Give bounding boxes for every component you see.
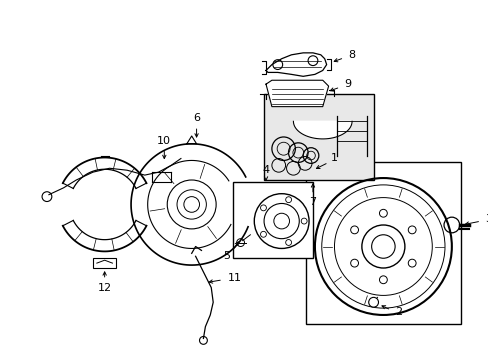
Circle shape (260, 231, 266, 237)
Text: 1: 1 (330, 153, 337, 162)
Text: 9: 9 (344, 79, 351, 89)
Text: 8: 8 (348, 50, 355, 60)
Circle shape (301, 218, 306, 224)
Bar (93, 258, 116, 268)
Circle shape (379, 276, 386, 284)
Circle shape (260, 205, 266, 211)
Circle shape (368, 297, 378, 307)
Circle shape (407, 259, 415, 267)
Text: 10: 10 (157, 136, 171, 146)
Text: 5: 5 (223, 251, 230, 261)
Circle shape (379, 210, 386, 217)
Circle shape (350, 226, 358, 234)
Circle shape (350, 259, 358, 267)
Polygon shape (293, 121, 351, 139)
Text: 12: 12 (98, 283, 111, 293)
Bar (232, 182, 312, 258)
Bar (305, 162, 460, 324)
Polygon shape (265, 80, 328, 107)
Circle shape (285, 197, 291, 203)
Text: 7: 7 (309, 197, 316, 207)
Polygon shape (265, 53, 326, 76)
Bar (264, 94, 373, 180)
Circle shape (285, 239, 291, 246)
Text: 11: 11 (227, 273, 241, 283)
Text: 3: 3 (485, 214, 488, 224)
Circle shape (407, 226, 415, 234)
Text: 6: 6 (193, 113, 200, 123)
Text: 4: 4 (262, 165, 269, 175)
Text: 2: 2 (395, 307, 402, 317)
